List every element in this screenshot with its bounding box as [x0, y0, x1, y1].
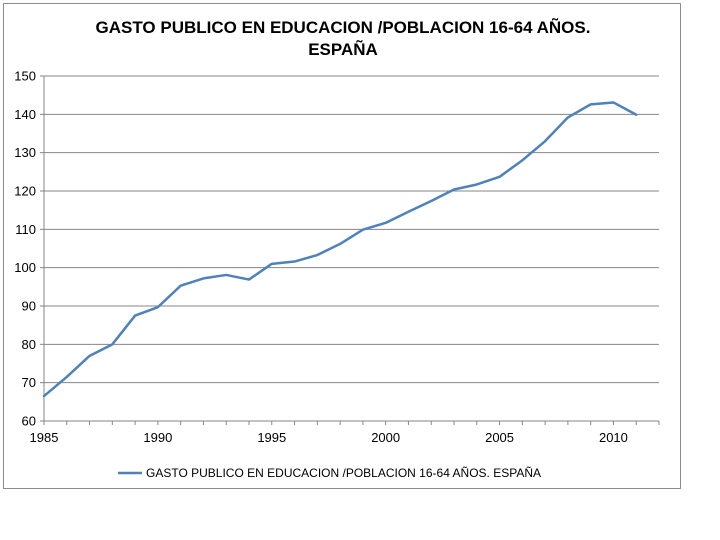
y-tick-label-60: 60	[22, 414, 36, 429]
x-tick-label-2010: 2010	[599, 430, 628, 445]
y-tick-label-80: 80	[22, 337, 36, 352]
axes	[40, 75, 660, 425]
y-tick-label-100: 100	[14, 260, 36, 275]
x-tick-label-2005: 2005	[485, 430, 514, 445]
x-tick-label-2000: 2000	[371, 430, 400, 445]
y-tick-label-70: 70	[22, 375, 36, 390]
chart-title-line-2: ESPAÑA	[308, 40, 378, 59]
legend-label: GASTO PUBLICO EN EDUCACION /POBLACION 16…	[146, 466, 541, 480]
chart-title: GASTO PUBLICO EN EDUCACION /POBLACION 16…	[4, 17, 682, 61]
chart-frame: GASTO PUBLICO EN EDUCACION /POBLACION 16…	[3, 3, 681, 489]
y-tick-label-120: 120	[14, 184, 36, 199]
y-tick-label-110: 110	[15, 222, 36, 237]
gridlines	[44, 75, 659, 384]
series-layer	[42, 101, 638, 398]
x-tick-label-1985: 1985	[30, 430, 59, 445]
legend: GASTO PUBLICO EN EDUCACION /POBLACION 16…	[118, 466, 541, 480]
x-axis-tick-labels: 1985 1990 1995 2000 2005 2010	[30, 430, 628, 445]
y-tick-label-140: 140	[14, 107, 36, 122]
chart-title-line-1: GASTO PUBLICO EN EDUCACION /POBLACION 16…	[95, 18, 591, 37]
x-tick-label-1995: 1995	[257, 430, 286, 445]
x-tick-label-1990: 1990	[143, 430, 172, 445]
y-tick-label-150: 150	[14, 69, 36, 84]
y-tick-label-90: 90	[22, 299, 36, 314]
y-axis-tick-labels: 60 70 80 90 100 110 120 130 140 150	[14, 69, 36, 429]
y-tick-label-130: 130	[14, 145, 36, 160]
series-line-0	[42, 101, 638, 398]
